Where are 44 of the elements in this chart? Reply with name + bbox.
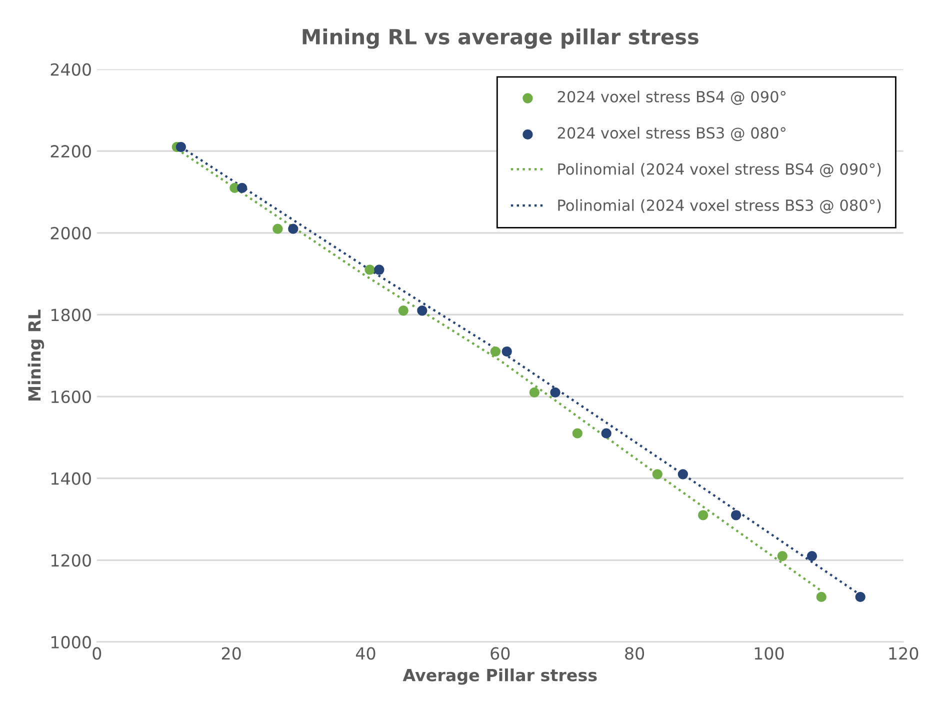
point bbox=[236, 182, 248, 193]
x-tick-label: 20 bbox=[222, 647, 241, 660]
x-tick-label: 0 bbox=[92, 647, 102, 660]
x-tick-label: 60 bbox=[490, 647, 510, 660]
point bbox=[730, 510, 742, 520]
point bbox=[652, 469, 662, 480]
legend-label: Polinomial (2024 voxel stress BS4 @ 090°) bbox=[558, 163, 881, 178]
x-tick-label: 40 bbox=[356, 647, 376, 660]
point bbox=[777, 550, 788, 562]
y-tick-label: 1200 bbox=[51, 554, 91, 567]
y-tick-label: 2200 bbox=[50, 145, 91, 158]
point bbox=[572, 428, 583, 438]
y-tick-label: 1400 bbox=[51, 472, 91, 485]
chart-title: Mining RL vs average pillar stress bbox=[302, 28, 698, 49]
y-tick-label: 1600 bbox=[51, 390, 91, 404]
y-tick-label: 1800 bbox=[51, 308, 91, 322]
point bbox=[502, 346, 512, 357]
x-tick-label: 120 bbox=[889, 647, 918, 660]
point bbox=[490, 346, 501, 357]
point bbox=[272, 224, 283, 234]
point bbox=[698, 510, 708, 520]
x-tick-label: 80 bbox=[625, 647, 644, 660]
point bbox=[678, 469, 688, 480]
point bbox=[601, 428, 612, 438]
legend-label: 2024 voxel stress BS3 @ 080° bbox=[558, 126, 786, 142]
point bbox=[529, 387, 540, 398]
y-axis-title: Mining RL bbox=[28, 310, 44, 401]
legend-label: Polinomial (2024 voxel stress BS3 @ 080°) bbox=[558, 199, 881, 214]
x-axis-title: Average Pillar stress bbox=[402, 668, 597, 685]
point bbox=[176, 142, 186, 152]
point bbox=[374, 264, 384, 275]
point bbox=[398, 306, 408, 316]
y-tick-label: 2400 bbox=[50, 63, 91, 76]
point bbox=[288, 224, 298, 234]
point bbox=[806, 550, 818, 562]
x-tick-label: 100 bbox=[754, 647, 784, 660]
y-tick-label: 2000 bbox=[50, 226, 91, 240]
legend-label: 2024 voxel stress BS4 @ 090° bbox=[558, 90, 786, 105]
point bbox=[816, 592, 826, 602]
point bbox=[550, 387, 560, 398]
point bbox=[855, 592, 866, 602]
point bbox=[364, 264, 375, 275]
y-tick-label: 1000 bbox=[51, 636, 91, 649]
point bbox=[417, 306, 428, 316]
